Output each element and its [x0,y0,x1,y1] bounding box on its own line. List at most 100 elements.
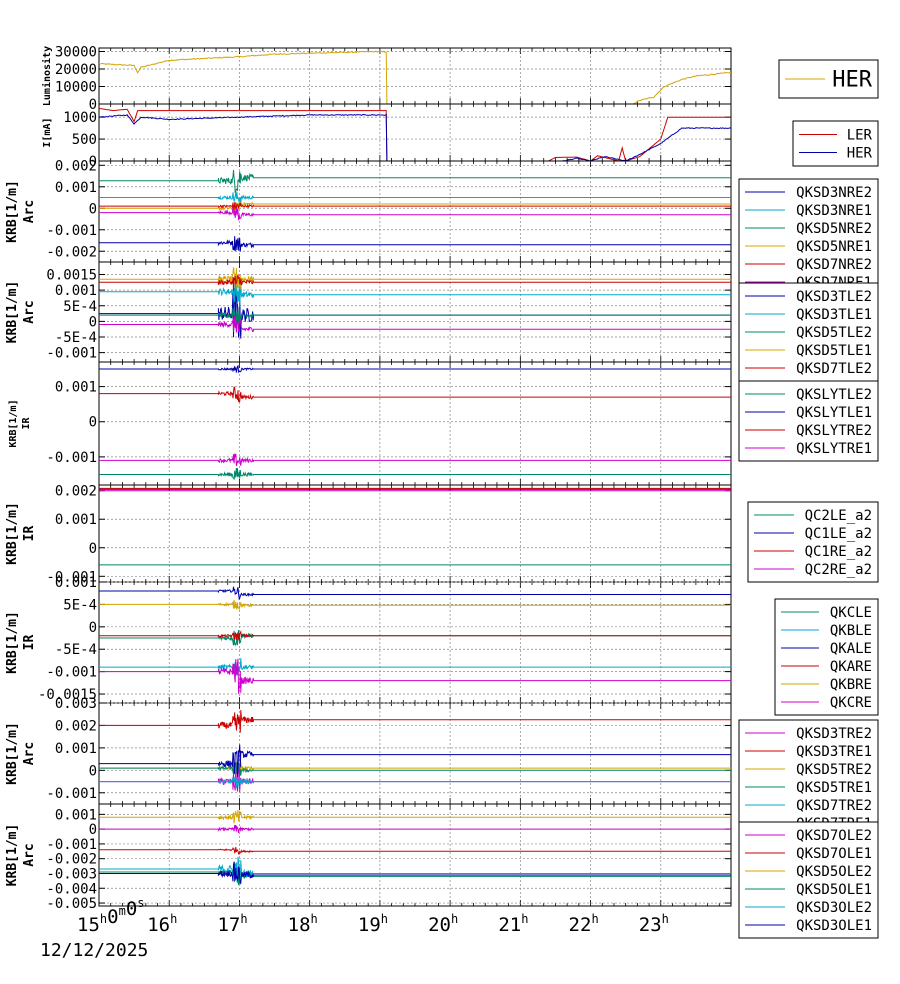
y-tick-label: 0.001 [55,575,97,591]
y-axis-label: Arc [22,742,37,765]
x-tick-label: 17h [217,912,247,936]
panel-arc-tre: 0.003 0.002 0.001 0 -0.001 KRB[1/m] Arc [5,696,732,805]
legend-label: QKSD7OLE2 [796,828,872,844]
y-tick-label: 1000 [63,110,97,126]
x-tick-label: 23h [639,912,669,936]
y-tick-label: 0.001 [55,283,97,299]
series-line-QKCLE [99,629,731,647]
legend-box [738,178,879,296]
legend-label: QKSD3NRE1 [796,203,872,219]
y-tick-label: 0 [89,201,97,217]
legend-label: QKSD5OLE2 [796,864,872,880]
legend-luminosity: HER [778,59,879,99]
series-line-QKSD7TRE2 [99,775,731,789]
legend-label: QKSLYTRE2 [796,423,872,439]
y-tick-label: -0.001 [46,569,97,585]
legend-box [774,598,879,716]
legend-label: QKSD3TLE1 [796,307,872,323]
legend-label: QKALE [830,641,872,657]
series-line-QKSD5NRE2 [99,169,731,194]
series-group [99,267,731,339]
legend-label: QKSD3OLE1 [796,918,872,934]
series-line-QKSD7NRE1 [99,206,731,221]
y-axis-label: KRB[1/m] [8,399,19,447]
legend-ir-qc: QC2LE_a2 QC1LE_a2 QC1RE_a2 QC2RE_a2 [747,501,879,583]
y-tick-label: 0 [89,154,97,170]
y-axis-label: I[mA] [42,117,53,147]
legend-label: QKSD7TRE2 [796,798,872,814]
series-group [99,809,731,886]
y-axis-label: IR [21,417,32,430]
series-group [99,586,731,694]
series-line-QKSD3NRE1 [99,191,731,204]
series-line-QKSD3NRE2 [99,236,731,252]
y-tick-label: -0.001 [46,223,97,239]
legend-arc-tle: QKSD3TLE2 QKSD3TLE1 QKSD5TLE2 QKSD5TLE1 QKSD… [738,282,879,400]
x-tick-label: 21h [498,912,528,936]
y-tick-label: 0 [89,541,97,557]
y-tick-label: 0.002 [55,484,97,500]
series-group [99,364,731,481]
y-tick-label: -0.001 [46,837,97,853]
panels-layer: 3000020000100000Luminosity10005000I[mA]0… [5,45,732,912]
x-tick-label: 22h [569,912,599,936]
legends-layer: HERLERHERQKSD3NRE2QKSD3NRE1QKSD5NRE2QKSD… [738,59,879,939]
x-tick-label: 16h [147,912,177,936]
y-tick-label: 0 [89,415,97,431]
legend-label: QKSD5OLE1 [796,882,872,898]
legend-label: LER [847,127,873,143]
legend-label: QC1RE_a2 [805,544,872,560]
series-line-QKSLYTRE2 [99,386,731,403]
legend-label: QKSD5NRE1 [796,239,872,255]
legend-arc-ole: QKSD7OLE2 QKSD7OLE1 QKSD5OLE2 QKSD5OLE1 QKSD… [738,821,879,939]
y-tick-label: -0.001 [46,786,97,802]
legend-arc-nre: QKSD3NRE2 QKSD3NRE1 QKSD5NRE2 QKSD5NRE1 QKSD… [738,178,879,296]
legend-label: QKSLYTRE1 [796,441,872,457]
y-axis-label: KRB[1/m] [5,502,20,565]
y-tick-label: 0 [89,763,97,779]
y-tick-label: -0.002 [46,244,97,260]
y-tick-label: -0.001 [46,346,97,362]
legend-label: QC2LE_a2 [805,508,872,524]
y-axis-label: KRB[1/m] [5,824,20,887]
legend-label: QKSD3OLE2 [796,900,872,916]
y-tick-label: 0.001 [55,741,97,757]
legend-arc-tre: QKSD3TRE2 QKSD3TRE1 QKSD5TRE2 QKSD5TRE1 QKSD… [738,719,879,837]
series-line-QKSD5TRE1 [99,761,731,776]
series-line-QKSD7TRE1 [99,744,731,777]
legend-label: QKSD7OLE1 [796,846,872,862]
panel-frame [98,261,732,363]
legend-box [738,719,879,837]
legend-box [738,821,879,939]
series-line-QKSD7TLE1 [99,315,731,333]
y-axis-label: KRB[1/m] [5,611,20,674]
y-axis-label: Luminosity [41,46,53,106]
legend-label: QKSD3TRE2 [796,726,872,742]
y-tick-label: 0 [89,314,97,330]
series-group [99,169,731,252]
series-line-QKSD5OLE2 [99,809,731,824]
legend-box [792,120,879,167]
legend-label: QKBRE [830,677,872,693]
series-line-QKCRE [99,658,731,694]
y-tick-label: 0.001 [55,180,97,196]
series-group [99,487,731,566]
series-line-QKARE [99,629,731,642]
panel-frame [98,803,732,907]
legend-label: QKSD5TRE2 [796,762,872,778]
series-line-QKSLYTLE1 [99,364,731,374]
series-line-HER [99,113,731,161]
y-tick-label: -0.001 [46,665,97,681]
series-line-QKSD7TLE2 [99,273,731,292]
y-axis-label: Arc [22,200,37,223]
panel-frame [98,581,732,704]
y-tick-label: 0.001 [55,380,97,396]
series-group [99,710,731,793]
series-line-QKSLYTRE1 [99,453,731,467]
y-tick-label: -5E-4 [55,642,97,658]
y-tick-label: 5E-4 [63,299,97,315]
legend-label: QKARE [830,659,872,675]
legend-label: QKSD3TRE1 [796,744,872,760]
